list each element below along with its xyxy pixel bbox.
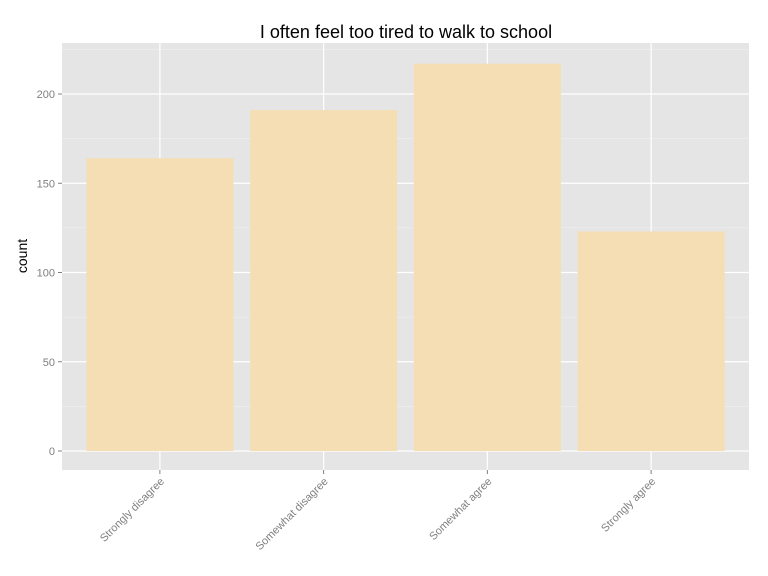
bar-strongly-disagree [86, 158, 234, 451]
y-tick-label: 150 [37, 178, 55, 190]
bar-somewhat-disagree [250, 110, 398, 451]
y-tick-label: 0 [49, 446, 55, 458]
x-axis: Strongly disagree Somewhat disagree Somewh… [98, 470, 658, 553]
bar-somewhat-agree [413, 63, 561, 451]
x-tick-label: Somewhat disagree [254, 476, 331, 553]
y-tick-label: 100 [37, 268, 55, 280]
y-axis: 0 50 100 150 200 [37, 89, 62, 458]
bars [86, 63, 725, 451]
bar-strongly-agree [577, 231, 725, 451]
chart-title: I often feel too tired to walk to school [260, 22, 552, 42]
x-tick-label: Strongly agree [599, 476, 658, 535]
y-tick-label: 50 [43, 357, 55, 369]
x-tick-label: Somewhat agree [427, 476, 494, 543]
x-tick-label: Strongly disagree [98, 476, 167, 545]
y-tick-label: 200 [37, 89, 55, 101]
y-axis-title: count [14, 239, 30, 273]
